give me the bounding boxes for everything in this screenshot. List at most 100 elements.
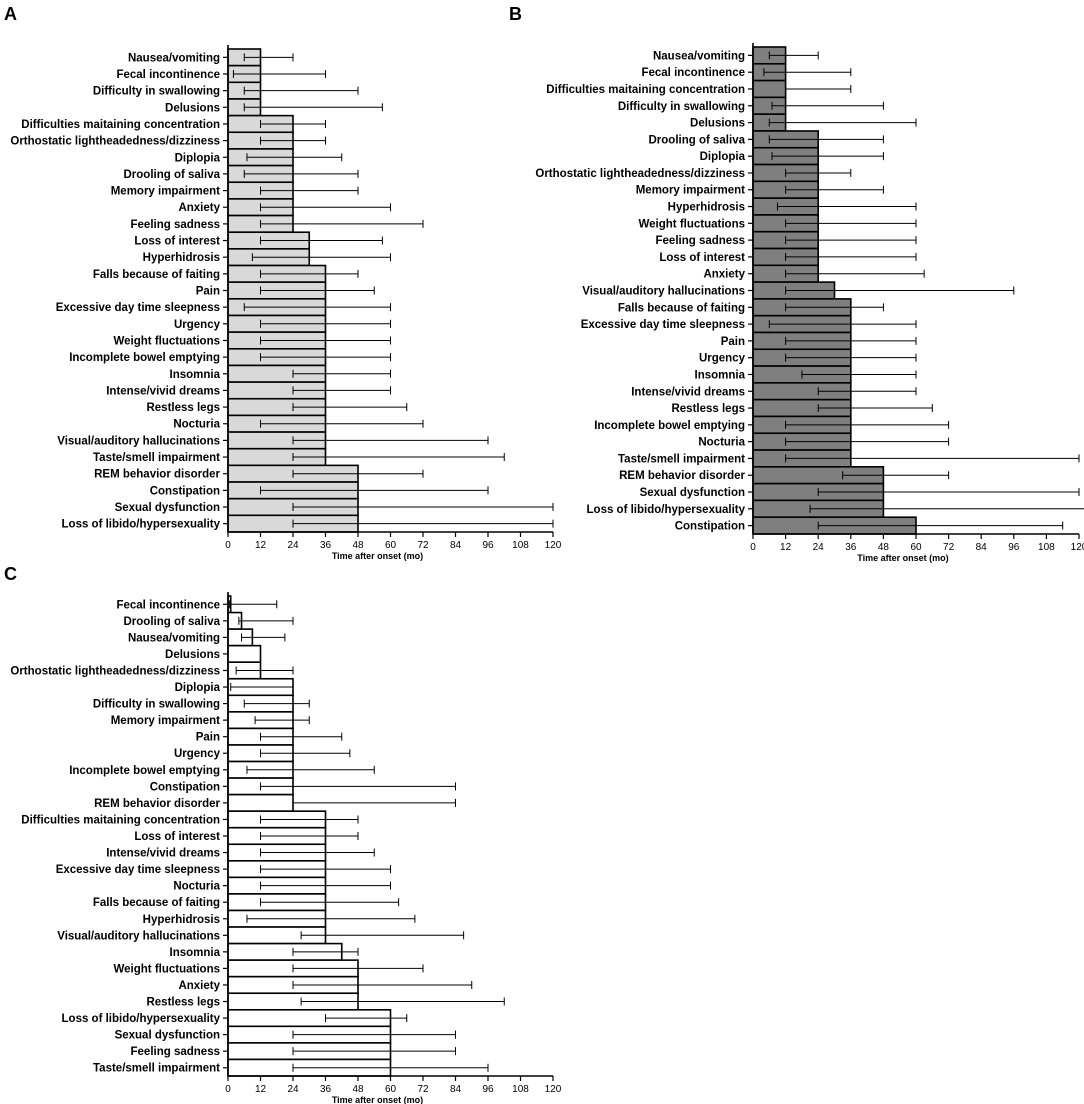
category-label: Hyperhidrosis (668, 202, 745, 214)
category-label: Visual/auditory hallucinations (57, 435, 220, 447)
category-label: Orthostatic lightheadedness/dizziness (535, 168, 745, 180)
category-label: Intense/vivid dreams (106, 385, 220, 397)
category-label: Constipation (150, 485, 220, 497)
category-label: Taste/smell impairment (93, 452, 220, 464)
category-label: Constipation (675, 521, 745, 533)
bar (227, 793, 294, 812)
category-label: Weight fluctuations (639, 218, 745, 230)
category-label: Visual/auditory hallucinations (582, 286, 745, 298)
category-label: Memory impairment (111, 715, 220, 727)
x-axis-title: Time after onset (mo) (332, 1095, 423, 1104)
category-label: Excessive day time sleepness (56, 302, 220, 314)
category-label: Feeling sadness (131, 219, 220, 231)
x-tick-label: 0 (750, 542, 756, 553)
category-label: Restless legs (146, 402, 220, 414)
category-label: Loss of interest (134, 236, 220, 248)
category-label: Difficulties maitaining concentration (21, 814, 220, 826)
x-tick-label: 120 (1071, 542, 1084, 553)
category-label: Urgency (699, 353, 746, 365)
category-label: REM behavior disorder (619, 470, 745, 482)
panel-letter: A (4, 4, 17, 24)
category-label: Fecal incontinence (116, 599, 220, 611)
x-tick-label: 60 (910, 542, 922, 553)
category-label: Anxiety (703, 269, 745, 281)
category-label: Drooling of saliva (649, 134, 746, 146)
category-label: Delusions (165, 649, 220, 661)
x-axis-title: Time after onset (mo) (332, 551, 423, 561)
category-label: Anxiety (178, 980, 220, 992)
x-tick-label: 0 (225, 540, 231, 551)
category-label: Nausea/vomiting (128, 52, 220, 64)
category-label: Sexual dysfunction (115, 1030, 220, 1042)
category-label: Diplopia (700, 151, 746, 163)
x-tick-label: 48 (878, 542, 890, 553)
category-label: Pain (721, 336, 745, 348)
category-label: Diplopia (175, 682, 221, 694)
category-label: Falls because of faiting (93, 897, 220, 909)
category-label: Falls because of faiting (618, 302, 745, 314)
category-label: Weight fluctuations (114, 963, 220, 975)
category-label: Restless legs (146, 997, 220, 1009)
x-tick-label: 0 (225, 1084, 231, 1095)
category-label: Orthostatic lightheadedness/dizziness (10, 665, 220, 677)
category-label: Fecal incontinence (641, 67, 745, 79)
category-label: Intense/vivid dreams (106, 848, 220, 860)
category-label: Nausea/vomiting (128, 632, 220, 644)
x-tick-label: 36 (320, 540, 332, 551)
category-label: Loss of libido/hypersexuality (62, 1013, 221, 1025)
x-tick-label: 24 (813, 542, 825, 553)
category-label: Insomnia (170, 947, 221, 959)
panel-b: B Nausea/vomiting Fecal incontinence Diffic… (509, 4, 1084, 563)
category-label: Insomnia (695, 369, 746, 381)
category-label: Feeling sadness (131, 1046, 220, 1058)
category-label: Sexual dysfunction (640, 487, 745, 499)
x-tick-label: 48 (352, 540, 364, 551)
category-label: REM behavior disorder (94, 469, 220, 481)
x-tick-label: 12 (255, 540, 267, 551)
category-label: Urgency (174, 748, 221, 760)
category-label: Insomnia (170, 369, 221, 381)
category-label: Memory impairment (111, 186, 220, 198)
x-tick-label: 72 (417, 540, 429, 551)
category-label: Difficulty in swallowing (618, 101, 745, 113)
category-label: Incomplete bowel emptying (594, 420, 745, 432)
category-label: Weight fluctuations (114, 335, 220, 347)
category-label: Pain (196, 732, 220, 744)
x-tick-label: 108 (1038, 542, 1055, 553)
x-tick-label: 12 (780, 542, 792, 553)
category-label: Intense/vivid dreams (631, 386, 745, 398)
category-label: Incomplete bowel emptying (69, 352, 220, 364)
category-label: Restless legs (671, 403, 745, 415)
category-label: Incomplete bowel emptying (69, 765, 220, 777)
panel-letter: C (4, 564, 17, 584)
category-label: Difficulties maitaining concentration (21, 119, 220, 131)
bar (752, 79, 787, 99)
category-label: Nocturia (173, 881, 220, 893)
category-label: Excessive day time sleepness (56, 864, 220, 876)
x-tick-label: 96 (482, 1084, 494, 1095)
category-label: Nocturia (173, 419, 220, 431)
category-label: Drooling of saliva (124, 169, 221, 181)
category-label: Feeling sadness (656, 235, 745, 247)
category-label: Sexual dysfunction (115, 502, 220, 514)
x-tick-label: 84 (976, 542, 988, 553)
x-tick-label: 84 (450, 540, 462, 551)
category-label: Anxiety (178, 202, 220, 214)
category-label: Difficulty in swallowing (93, 699, 220, 711)
panel-c: C Fecal incontinence Drooling of saliva Nau… (4, 564, 562, 1104)
category-label: Drooling of saliva (124, 616, 221, 628)
category-label: Taste/smell impairment (93, 1063, 220, 1075)
category-label: Diplopia (175, 152, 221, 164)
x-tick-label: 24 (287, 1084, 299, 1095)
bar (227, 644, 262, 664)
category-label: Orthostatic lightheadedness/dizziness (10, 136, 220, 148)
x-tick-label: 96 (1008, 542, 1020, 553)
x-axis-title: Time after onset (mo) (857, 553, 948, 563)
category-label: Excessive day time sleepness (581, 319, 745, 331)
category-label: Loss of libido/hypersexuality (587, 504, 746, 516)
category-label: Loss of libido/hypersexuality (62, 519, 221, 531)
x-tick-label: 120 (545, 1084, 562, 1095)
x-tick-label: 72 (943, 542, 955, 553)
category-label: Loss of interest (134, 831, 220, 843)
